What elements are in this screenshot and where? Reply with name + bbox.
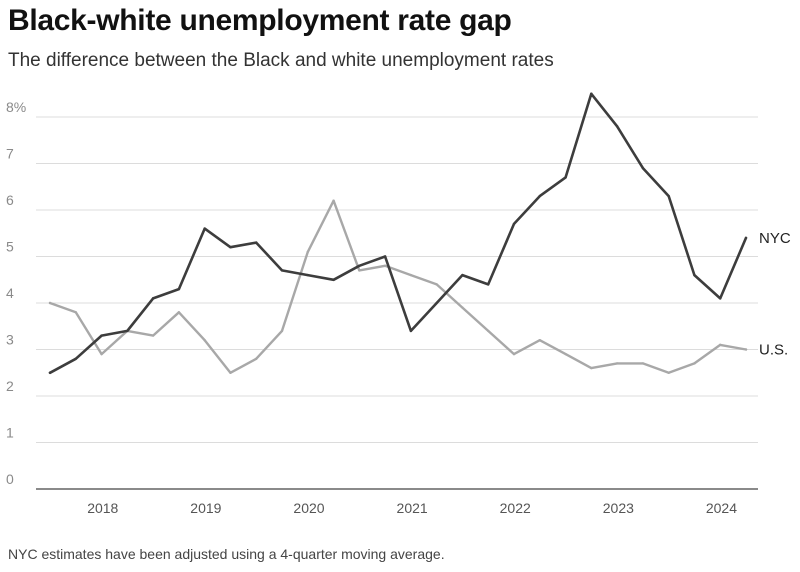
data-point-nyc [615, 125, 619, 128]
data-point-nyc [538, 194, 541, 198]
data-point-us [151, 334, 155, 337]
data-point-us [358, 269, 361, 272]
data-point-nyc [409, 329, 413, 333]
y-tick-label: 2 [6, 378, 14, 394]
y-tick-label: 4 [6, 285, 14, 301]
y-tick-label: 0 [6, 471, 14, 487]
data-point-nyc [151, 297, 155, 300]
x-tick-label: 2024 [706, 500, 737, 516]
data-point-nyc [435, 301, 438, 305]
x-tick-label: 2022 [500, 500, 531, 516]
series-label-nyc: NYC [759, 230, 791, 247]
data-point-nyc [693, 273, 696, 277]
x-tick-label: 2020 [293, 500, 324, 516]
data-point-us [667, 371, 670, 374]
data-point-us [280, 329, 284, 333]
data-point-nyc [177, 287, 181, 291]
data-point-nyc [100, 334, 103, 337]
chart-title: Black-white unemployment rate gap [8, 4, 512, 37]
x-tick-label: 2021 [397, 500, 428, 516]
data-point-nyc [255, 241, 258, 244]
data-point-us [100, 352, 103, 356]
data-point-nyc [358, 264, 361, 267]
data-point-nyc [744, 236, 748, 240]
data-point-nyc [487, 283, 490, 286]
y-tick-label: 7 [6, 146, 14, 162]
data-point-nyc [383, 255, 387, 258]
gridlines [36, 116, 758, 490]
series-line-nyc [48, 92, 748, 375]
series-label-us: U.S. [759, 342, 788, 359]
data-point-nyc [203, 227, 206, 230]
series-lines [48, 92, 748, 375]
data-point-nyc [74, 357, 77, 360]
data-point-us [487, 329, 490, 333]
data-point-nyc [332, 278, 335, 281]
data-point-us [409, 273, 413, 277]
series-line-us [48, 199, 748, 374]
chart-subtitle: The difference between the Black and whi… [8, 50, 554, 71]
data-point-us [641, 362, 645, 365]
y-tick-label: 8% [6, 99, 26, 115]
data-point-us [693, 362, 696, 365]
data-point-nyc [641, 166, 645, 170]
data-point-nyc [229, 246, 232, 249]
data-point-us [461, 306, 464, 309]
y-tick-label: 1 [6, 425, 14, 441]
data-point-us [203, 339, 206, 342]
data-point-us [332, 199, 335, 202]
data-point-us [177, 311, 181, 314]
y-axis-ticks: 0 1 2 3 4 5 6 7 8% [6, 99, 26, 487]
data-point-nyc [564, 176, 567, 179]
data-point-us [615, 362, 619, 365]
x-tick-label: 2023 [603, 500, 634, 516]
x-axis-ticks: 2018 2019 2020 2021 2022 2023 2024 [87, 500, 737, 516]
data-point-nyc [461, 273, 464, 277]
x-tick-label: 2018 [87, 500, 118, 516]
y-tick-label: 3 [6, 332, 14, 348]
data-point-nyc [48, 371, 52, 374]
data-point-us [435, 283, 438, 286]
data-point-us [590, 366, 593, 370]
data-point-us [306, 250, 309, 254]
data-point-us [564, 352, 567, 356]
data-point-us [48, 301, 52, 305]
x-tick-label: 2019 [190, 500, 221, 516]
data-point-nyc [126, 329, 129, 333]
y-tick-label: 6 [6, 192, 14, 208]
footnote: NYC estimates have been adjusted using a… [8, 546, 445, 562]
data-point-us [383, 264, 387, 267]
y-tick-label: 5 [6, 239, 14, 255]
data-point-nyc [512, 222, 516, 226]
data-point-us [512, 352, 516, 356]
data-point-us [74, 311, 77, 314]
data-point-nyc [306, 273, 309, 277]
data-point-nyc [590, 92, 593, 95]
data-point-nyc [719, 297, 722, 300]
data-point-us [229, 371, 232, 374]
series-labels: U.S. NYC [759, 230, 791, 359]
data-point-us [538, 339, 541, 342]
data-point-nyc [667, 194, 670, 198]
data-point-us [744, 348, 748, 351]
data-point-us [255, 357, 258, 360]
data-point-nyc [280, 269, 284, 272]
data-point-us [719, 343, 722, 347]
